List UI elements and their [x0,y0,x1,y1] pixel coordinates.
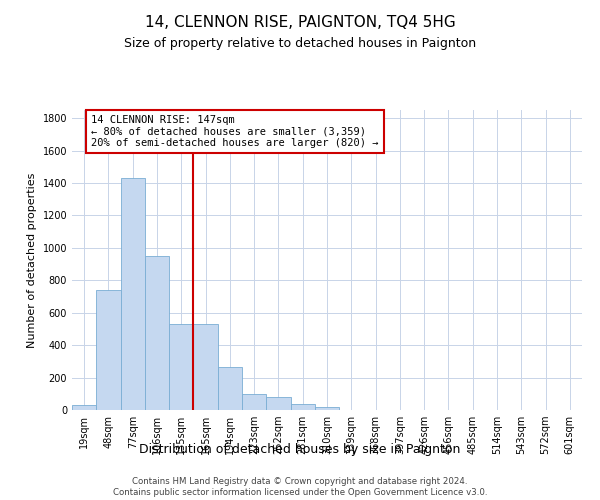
Text: 14, CLENNON RISE, PAIGNTON, TQ4 5HG: 14, CLENNON RISE, PAIGNTON, TQ4 5HG [145,15,455,30]
Bar [72,405,96,410]
Bar [290,404,315,410]
Bar [145,256,169,410]
Bar [121,178,145,410]
Bar [315,407,339,410]
Bar [218,367,242,410]
Text: 14 CLENNON RISE: 147sqm
← 80% of detached houses are smaller (3,359)
20% of semi: 14 CLENNON RISE: 147sqm ← 80% of detache… [91,115,379,148]
Bar [193,324,218,410]
Y-axis label: Number of detached properties: Number of detached properties [27,172,37,348]
Text: Size of property relative to detached houses in Paignton: Size of property relative to detached ho… [124,38,476,51]
Bar [96,290,121,410]
Bar [169,324,193,410]
Text: Distribution of detached houses by size in Paignton: Distribution of detached houses by size … [139,442,461,456]
Bar [242,394,266,410]
Text: Contains HM Land Registry data © Crown copyright and database right 2024.
Contai: Contains HM Land Registry data © Crown c… [113,478,487,497]
Bar [266,397,290,410]
